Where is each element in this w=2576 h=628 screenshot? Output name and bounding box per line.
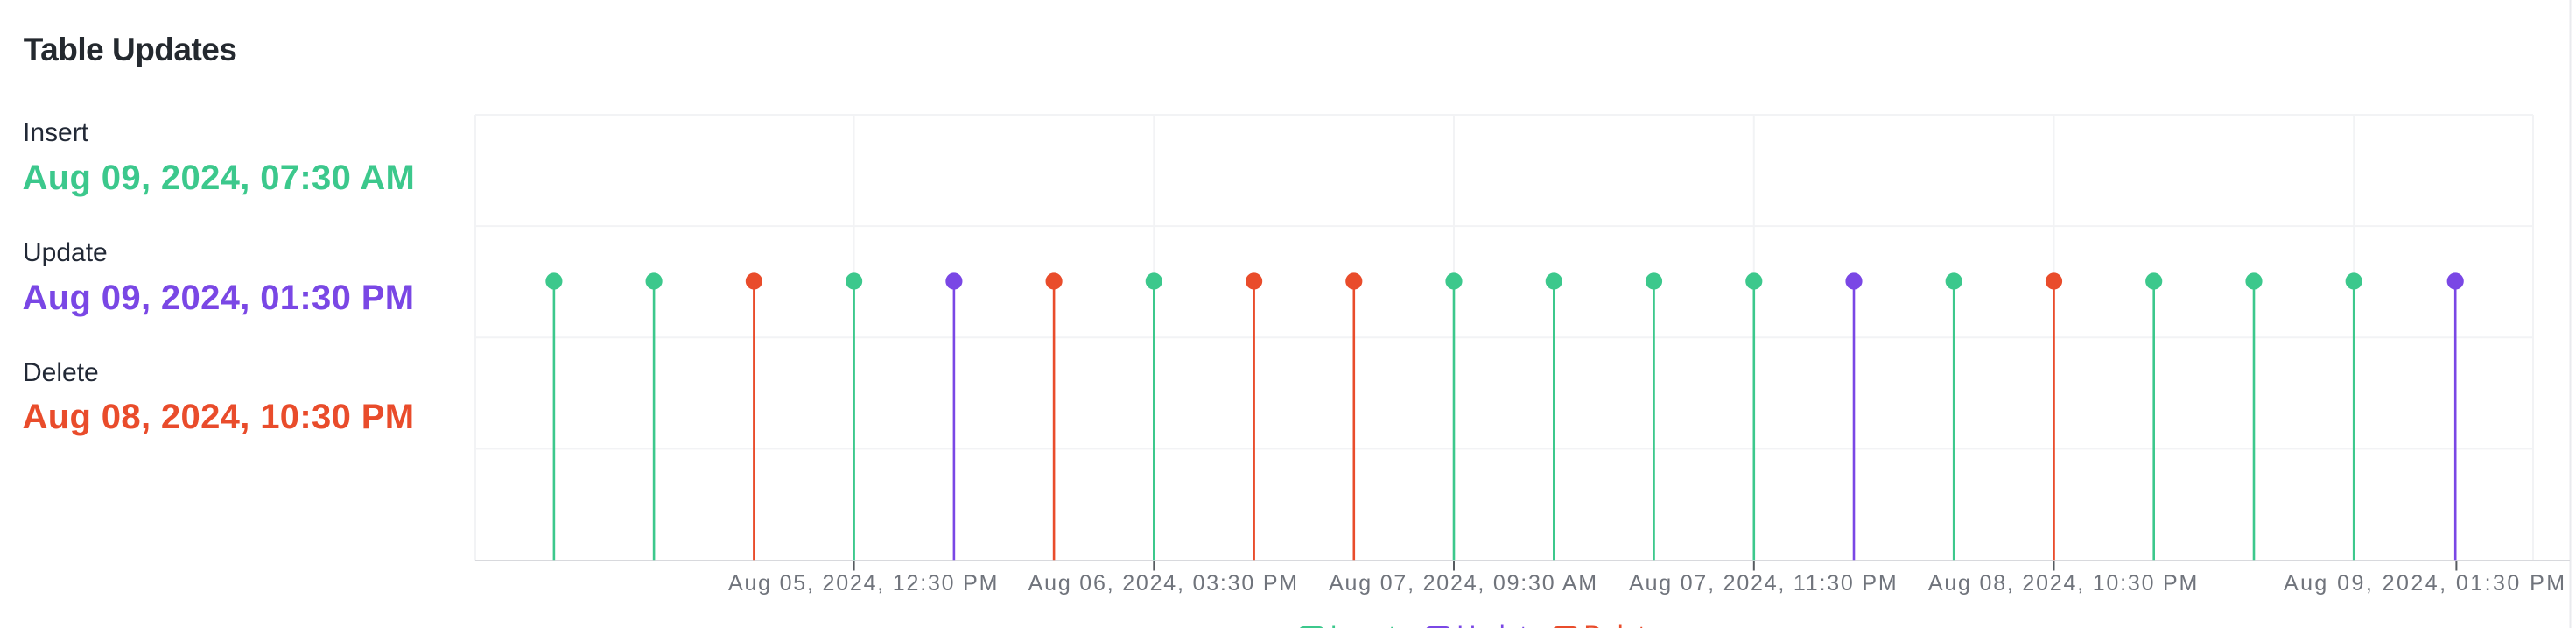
- svg-text:Aug 06, 2024, 03:30 PM: Aug 06, 2024, 03:30 PM: [1028, 571, 1299, 596]
- svg-text:Aug 07, 2024, 11:30 PM: Aug 07, 2024, 11:30 PM: [1629, 571, 1898, 596]
- svg-text:Update: Update: [1457, 621, 1542, 628]
- svg-text:Aug 05, 2024, 12:30 PM: Aug 05, 2024, 12:30 PM: [728, 571, 999, 596]
- svg-text:Aug 09, 2024, 01:30 PM: Aug 09, 2024, 01:30 PM: [2284, 571, 2567, 596]
- svg-text:Delete: Delete: [1584, 621, 1660, 628]
- svg-text:Aug 07, 2024, 09:30 AM: Aug 07, 2024, 09:30 AM: [1329, 571, 1598, 596]
- svg-text:Aug 08, 2024, 10:30 PM: Aug 08, 2024, 10:30 PM: [1928, 571, 2199, 596]
- svg-text:Insert: Insert: [1330, 621, 1397, 628]
